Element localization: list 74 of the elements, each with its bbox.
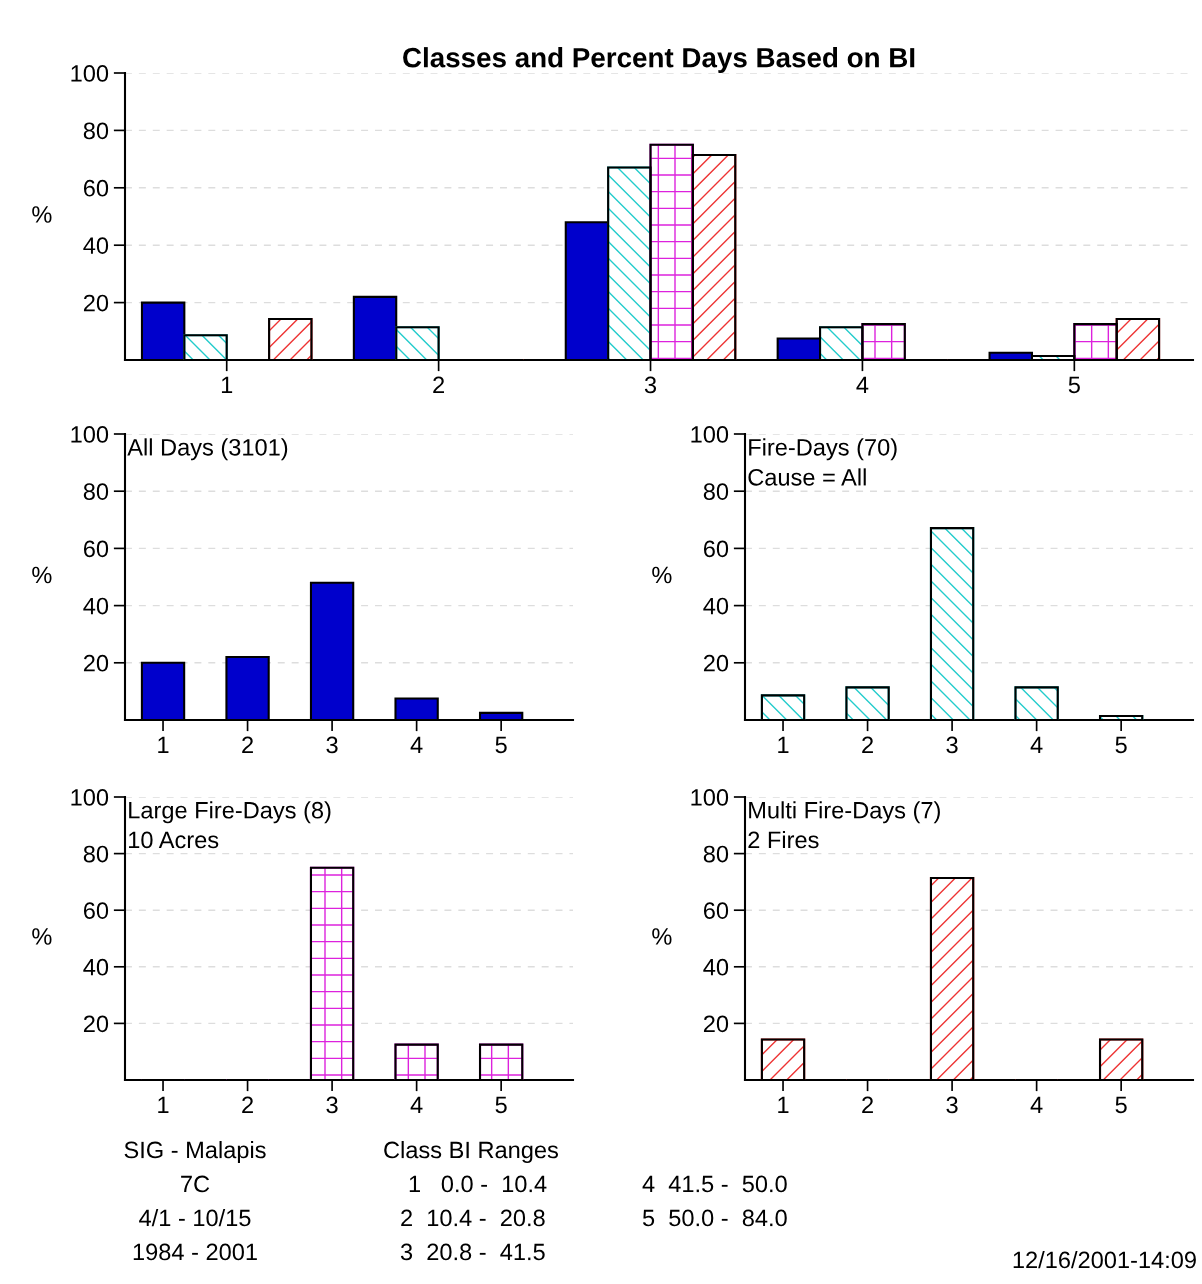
x-tick-label: 4 — [1030, 736, 1043, 754]
chart-title: Fire-Days (70) — [749, 438, 897, 461]
y-axis-title: % — [32, 206, 52, 223]
y-tick-label: 20 — [703, 654, 729, 672]
y-tick-label: 100 — [71, 426, 109, 443]
y-tick-label: 40 — [703, 958, 729, 976]
y-tick-label: 80 — [83, 122, 109, 140]
x-tick-label: 4 — [856, 376, 869, 394]
text: 12/16/2001-14:09 — [1013, 1250, 1196, 1269]
x-tick-label: 4 — [1030, 1096, 1043, 1114]
x-tick-label: 3 — [946, 736, 958, 754]
chart-title: Large Fire-Days (8) — [129, 801, 331, 824]
y-tick-label: 40 — [83, 597, 109, 615]
x-tick-label: 2 — [862, 736, 873, 754]
y-tick-label: 20 — [83, 294, 109, 312]
y-tick-label: 40 — [83, 237, 109, 254]
y-tick-label: 80 — [703, 845, 729, 863]
text: 4/1 - 10/15 — [139, 1208, 251, 1227]
chart-title: Multi Fire-Days (7) — [749, 801, 940, 824]
chart-title: All Days (3101) — [127, 438, 288, 461]
x-tick-label: 2 — [862, 1096, 873, 1114]
y-tick-label: 60 — [83, 902, 109, 919]
x-tick-label: 2 — [242, 736, 253, 754]
y-tick-label: 100 — [691, 426, 729, 443]
y-tick-label: 100 — [71, 789, 109, 806]
y-tick-label: 100 — [71, 65, 109, 82]
text: 5 50.0 - 84.0 — [642, 1209, 787, 1227]
x-tick-label: 1 — [158, 736, 169, 754]
y-tick-label: 20 — [83, 654, 109, 672]
x-tick-label: 5 — [1115, 736, 1127, 754]
text: 3 20.8 - 41.5 — [400, 1243, 545, 1261]
text: 4 41.5 - 50.0 — [642, 1175, 787, 1193]
x-tick-label: 3 — [326, 1096, 338, 1114]
y-tick-label: 60 — [83, 540, 109, 558]
x-tick-label: 2 — [433, 376, 444, 394]
x-tick-label: 3 — [644, 376, 657, 394]
y-axis-title: % — [652, 566, 672, 584]
x-tick-label: 1 — [221, 376, 233, 394]
x-tick-label: 5 — [495, 1096, 507, 1114]
x-tick-label: 4 — [410, 1096, 423, 1114]
x-tick-label: 2 — [242, 1096, 253, 1114]
text: 1984 - 2001 — [133, 1243, 257, 1261]
text: 1 0.0 - 10.4 — [409, 1175, 547, 1193]
y-tick-label: 20 — [83, 1015, 109, 1033]
y-tick-label: 80 — [83, 483, 109, 500]
y-axis-title: % — [32, 928, 52, 945]
text: SIG - Malapis — [124, 1140, 266, 1164]
text: 2 Fires — [748, 830, 819, 849]
y-tick-label: 60 — [83, 179, 109, 197]
y-tick-label: 40 — [83, 958, 109, 976]
y-tick-label: 60 — [703, 902, 729, 919]
y-tick-label: 20 — [703, 1015, 729, 1033]
x-tick-label: 5 — [1115, 1096, 1127, 1114]
text: Class BI Ranges — [384, 1140, 558, 1164]
x-tick-label: 1 — [778, 1096, 789, 1114]
y-axis-title: % — [652, 928, 672, 945]
chart-title: Classes and Percent Days Based on BI — [403, 47, 915, 73]
text: Cause = All — [748, 468, 866, 486]
text: 7C — [181, 1175, 210, 1193]
x-tick-label: 3 — [946, 1096, 958, 1114]
x-tick-label: 4 — [410, 736, 423, 754]
y-tick-label: 60 — [703, 540, 729, 558]
y-tick-label: 40 — [703, 597, 729, 615]
text: 10 Acres — [129, 831, 219, 849]
x-tick-label: 3 — [326, 736, 338, 754]
y-tick-label: 80 — [83, 845, 109, 863]
x-tick-label: 1 — [158, 1096, 169, 1114]
y-tick-label: 100 — [691, 789, 729, 806]
y-axis-title: % — [32, 566, 52, 584]
x-tick-label: 5 — [495, 736, 507, 754]
text: 2 10.4 - 20.8 — [401, 1209, 545, 1227]
y-tick-label: 80 — [703, 483, 729, 500]
x-tick-label: 5 — [1068, 376, 1080, 394]
x-tick-label: 1 — [778, 736, 789, 754]
